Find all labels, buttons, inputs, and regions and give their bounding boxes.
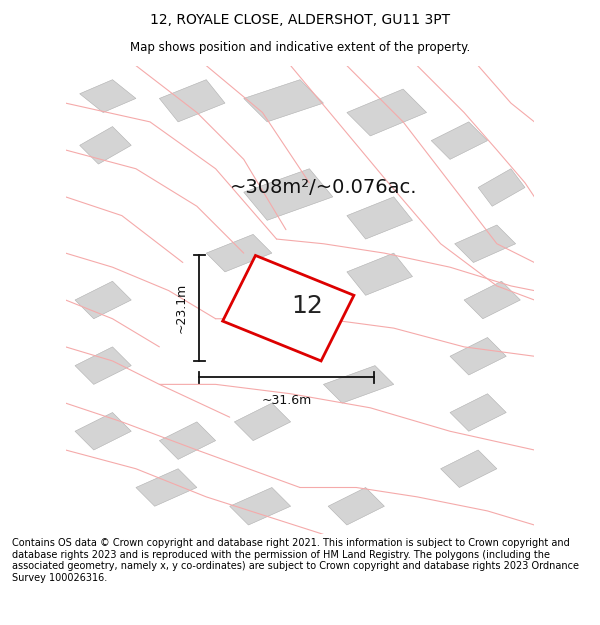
Text: ~308m²/~0.076ac.: ~308m²/~0.076ac.: [230, 178, 417, 197]
Text: Map shows position and indicative extent of the property.: Map shows position and indicative extent…: [130, 41, 470, 54]
Polygon shape: [75, 347, 131, 384]
Polygon shape: [230, 488, 290, 525]
Text: Contains OS data © Crown copyright and database right 2021. This information is : Contains OS data © Crown copyright and d…: [12, 538, 579, 582]
Text: 12: 12: [291, 294, 323, 318]
Polygon shape: [347, 253, 413, 295]
Text: 12, ROYALE CLOSE, ALDERSHOT, GU11 3PT: 12, ROYALE CLOSE, ALDERSHOT, GU11 3PT: [150, 13, 450, 27]
Polygon shape: [450, 338, 506, 375]
Polygon shape: [75, 412, 131, 450]
Polygon shape: [440, 450, 497, 488]
Text: ~23.1m: ~23.1m: [175, 283, 187, 333]
Polygon shape: [235, 403, 290, 441]
Polygon shape: [223, 256, 354, 361]
Polygon shape: [244, 79, 323, 122]
Polygon shape: [464, 281, 520, 319]
Polygon shape: [160, 422, 215, 459]
Polygon shape: [431, 122, 487, 159]
Text: ~31.6m: ~31.6m: [262, 394, 312, 407]
Polygon shape: [206, 234, 272, 272]
Polygon shape: [450, 394, 506, 431]
Polygon shape: [244, 169, 333, 220]
Polygon shape: [80, 79, 136, 112]
Polygon shape: [455, 225, 515, 262]
Polygon shape: [160, 79, 225, 122]
Polygon shape: [75, 281, 131, 319]
Polygon shape: [323, 366, 394, 403]
Polygon shape: [136, 469, 197, 506]
Polygon shape: [328, 488, 385, 525]
Polygon shape: [478, 169, 525, 206]
Polygon shape: [80, 126, 131, 164]
Polygon shape: [347, 197, 413, 239]
Polygon shape: [347, 89, 427, 136]
